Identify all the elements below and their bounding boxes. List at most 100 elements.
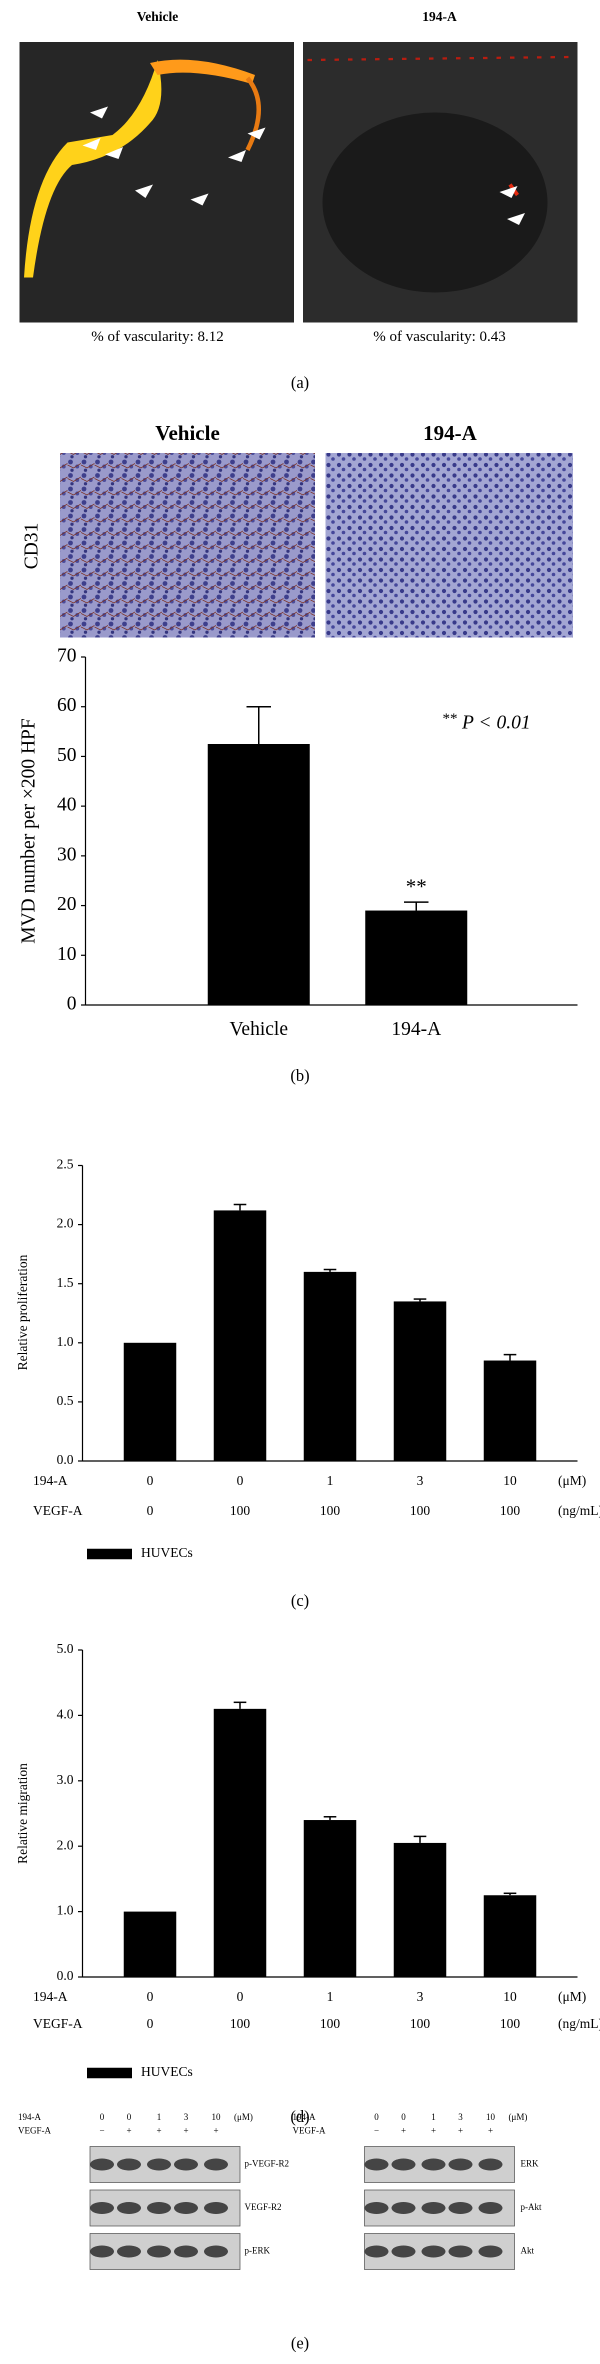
blot-row-name: 194-A (18, 2112, 41, 2122)
blot-row-value: 10 (486, 2112, 496, 2122)
blot-row-value: + (183, 2126, 188, 2136)
x-row-name: 194-A (33, 1473, 68, 1488)
y-tick-label: 3.0 (57, 1772, 74, 1787)
bar (123, 1342, 177, 1461)
y-tick-label: 2.5 (57, 1157, 74, 1172)
blot-row-value: − (99, 2126, 104, 2136)
blot-band (421, 2245, 446, 2258)
blot-row-value: 10 (212, 2112, 222, 2122)
y-tick-label: 4.0 (57, 1706, 74, 1721)
x-row-name: VEGF-A (33, 2016, 83, 2031)
bar (207, 744, 310, 1005)
blot-row-value: + (431, 2126, 436, 2136)
blot-band (117, 2245, 141, 2258)
blot-band (478, 2158, 503, 2171)
panel-label: (e) (291, 2333, 309, 2352)
blot-band (391, 2202, 416, 2214)
blot-row-value: + (488, 2126, 493, 2136)
blot-band (90, 2158, 114, 2171)
blot-row-value: 0 (127, 2112, 132, 2122)
blot-band (90, 2245, 114, 2258)
x-row-value: 100 (320, 1503, 341, 1518)
caption: % of vascularity: 8.12 (91, 329, 223, 345)
caption: % of vascularity: 0.43 (373, 329, 505, 345)
p-text: P < 0.01 (461, 713, 531, 734)
blot-row-value: 3 (184, 2112, 189, 2122)
column-header: Vehicle (155, 421, 220, 445)
y-tick-label: 20 (57, 894, 77, 915)
x-row-unit: (μM) (558, 1989, 586, 2004)
x-row-value: 0 (237, 1989, 244, 2004)
bar (303, 1271, 357, 1461)
blot-band (448, 2158, 473, 2171)
blot-band (204, 2245, 228, 2258)
bar (483, 1895, 537, 1977)
legend-swatch (87, 2067, 132, 2079)
p-annotation: ** P < 0.01 (443, 711, 531, 734)
x-row-value: 0 (147, 2016, 154, 2031)
blot-band (391, 2245, 416, 2258)
bar (213, 1708, 267, 1977)
x-row-value: 1 (327, 1989, 334, 2004)
image-label: 194-A (422, 9, 457, 24)
ultrasound-images (19, 42, 578, 323)
y-tick-label: 2.0 (57, 1837, 74, 1852)
bar (393, 1842, 447, 1977)
y-tick-label: 1.5 (57, 1275, 74, 1290)
panel-label: (d) (290, 2107, 309, 2126)
y-tick-label: 70 (57, 645, 77, 666)
y-tick-label: 1.0 (57, 1903, 74, 1918)
bar (303, 1820, 357, 1977)
x-row-value: 3 (417, 1989, 424, 2004)
bar (213, 1210, 267, 1461)
blot-band (174, 2158, 198, 2171)
blot-band (364, 2202, 389, 2214)
y-tick-label: 0 (67, 993, 77, 1014)
y-tick-label: 1.0 (57, 1334, 74, 1349)
panel-label: (c) (291, 1591, 309, 1610)
x-row-value: 0 (147, 1503, 154, 1518)
x-row-unit: (μM) (558, 1473, 586, 1488)
x-row-value: 100 (320, 2016, 341, 2031)
blot-row-name: 194-A (293, 2112, 316, 2122)
x-row-value: 100 (230, 1503, 251, 1518)
legend-label: HUVECs (141, 1545, 193, 1560)
bar (393, 1301, 447, 1461)
blot-label: p-ERK (245, 2246, 271, 2256)
x-row-value: 0 (237, 1473, 244, 1488)
blot-row-value: + (401, 2126, 406, 2136)
y-tick-label: 0.5 (57, 1393, 74, 1408)
blot-band (147, 2158, 171, 2171)
row-label: CD31 (21, 523, 42, 570)
blot-band (448, 2245, 473, 2258)
blot-band (364, 2158, 389, 2171)
blot-band (421, 2158, 446, 2171)
bar (365, 910, 468, 1005)
blot-band (204, 2158, 228, 2171)
blot-band (117, 2202, 141, 2214)
blot-label: VEGF-R2 (245, 2202, 282, 2212)
blot-row-value: + (156, 2126, 161, 2136)
bar (123, 1911, 177, 1977)
panel-label: (b) (290, 1066, 309, 1085)
y-tick-label: 30 (57, 844, 77, 865)
y-tick-label: 40 (57, 795, 77, 816)
legend-label: HUVECs (141, 2064, 193, 2079)
blot-row-value: − (374, 2126, 379, 2136)
histology-images (60, 453, 573, 638)
y-axis-label: Relative migration (15, 1763, 30, 1864)
legend-swatch (87, 1548, 132, 1560)
blot-row-value: 1 (157, 2112, 162, 2122)
blot-band (421, 2202, 446, 2214)
column-header: 194-A (423, 421, 477, 445)
blot-band (90, 2202, 114, 2214)
blot-band (147, 2202, 171, 2214)
blot-band (204, 2202, 228, 2214)
blot-row-unit: (μM) (509, 2112, 528, 2122)
x-row-value: 3 (417, 1473, 424, 1488)
blot-band (478, 2202, 503, 2214)
y-tick-label: 10 (57, 944, 77, 965)
blot-row-name: VEGF-A (293, 2126, 326, 2136)
